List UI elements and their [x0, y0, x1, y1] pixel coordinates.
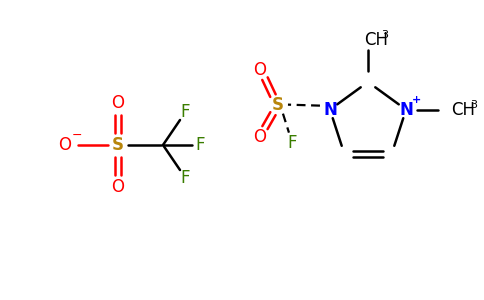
Text: O: O [111, 178, 124, 196]
Text: S: S [112, 136, 124, 154]
Text: F: F [180, 103, 190, 121]
Text: F: F [180, 169, 190, 187]
Text: S: S [272, 96, 284, 114]
Text: F: F [287, 134, 297, 152]
Text: O: O [254, 61, 267, 79]
Text: N: N [399, 100, 413, 118]
Text: O: O [59, 136, 72, 154]
Text: F: F [195, 136, 205, 154]
Text: O: O [254, 128, 267, 146]
Text: CH: CH [364, 31, 388, 49]
Text: 3: 3 [381, 30, 388, 40]
Text: −: − [72, 128, 82, 142]
Text: 3: 3 [470, 100, 477, 110]
Text: N: N [323, 100, 337, 118]
Text: CH: CH [451, 100, 475, 118]
Text: +: + [411, 94, 421, 105]
Text: O: O [111, 94, 124, 112]
